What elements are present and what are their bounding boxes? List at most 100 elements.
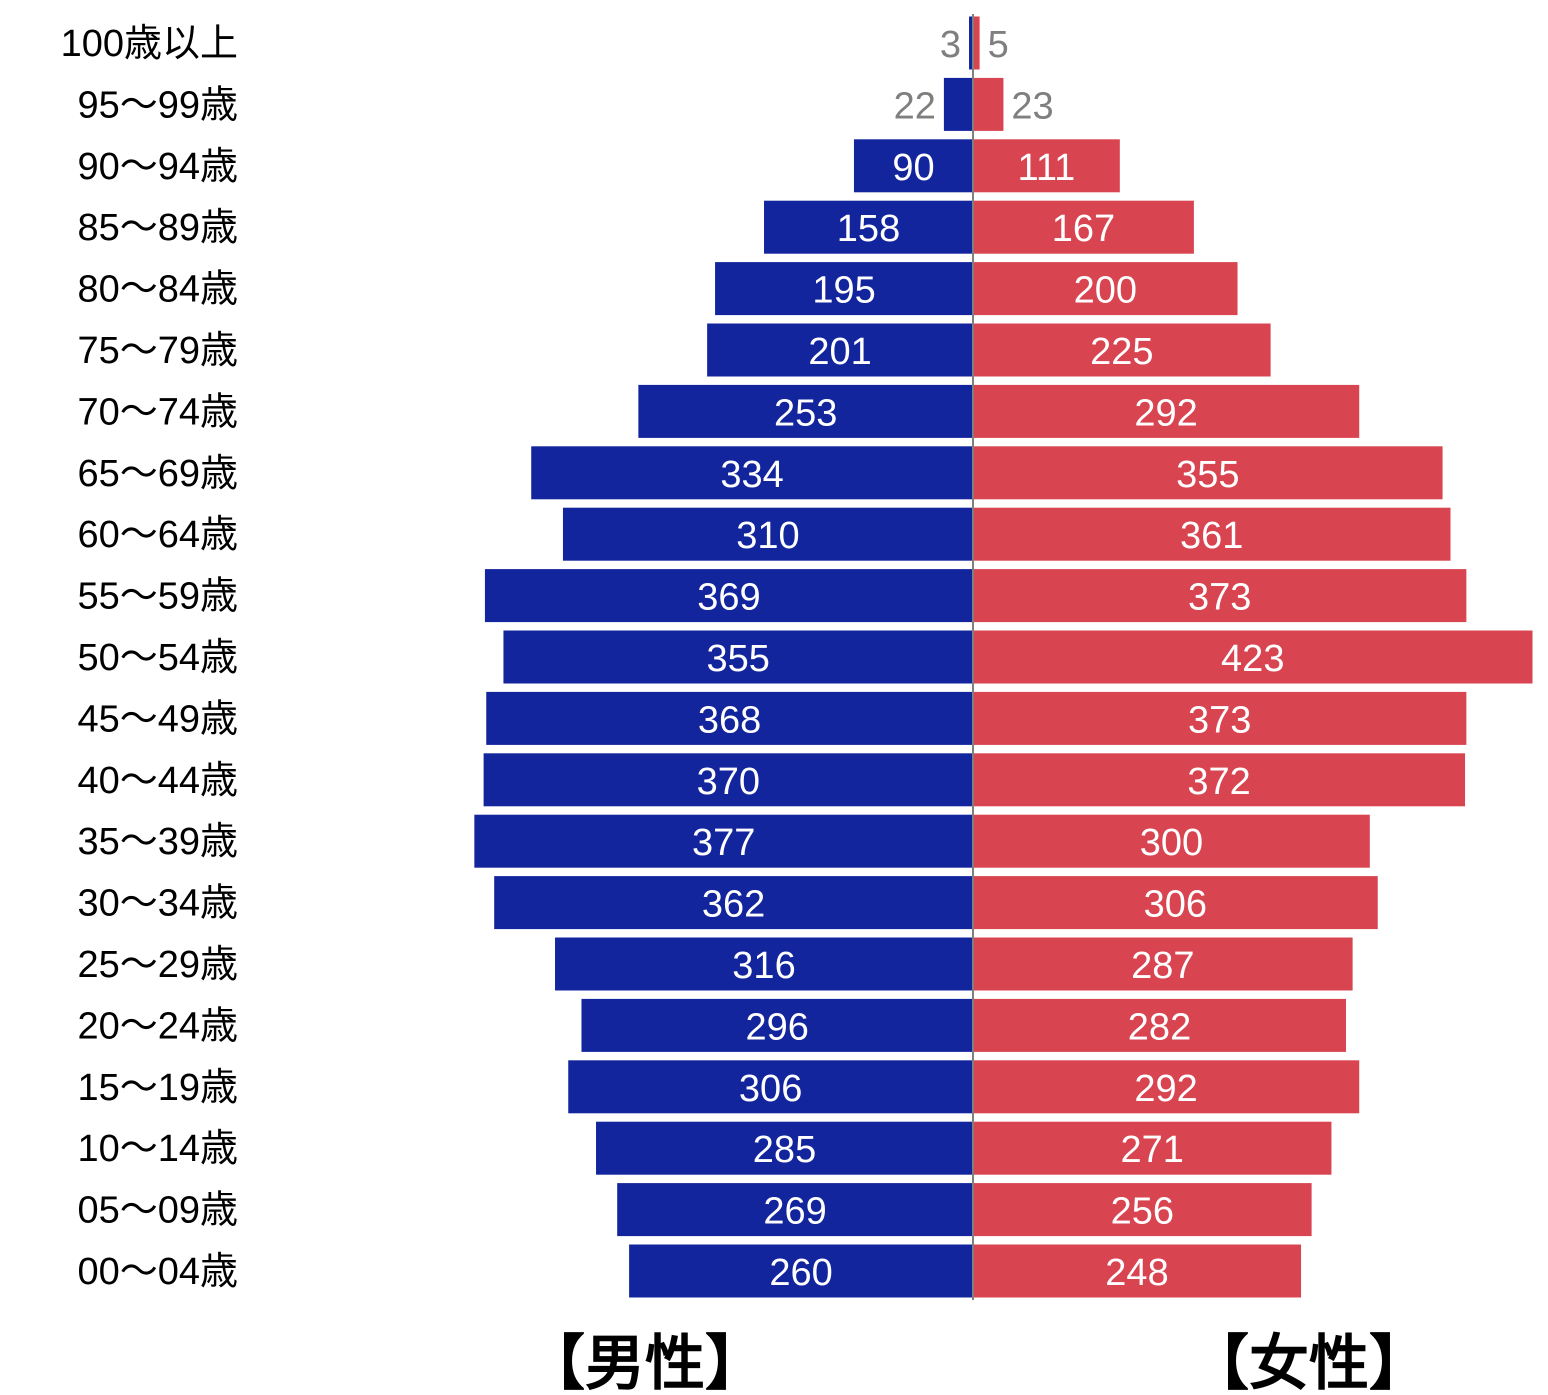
male-value-label: 310: [736, 515, 799, 557]
female-value-label: 373: [1188, 699, 1251, 741]
female-bar: [973, 323, 1271, 377]
female-value-label: 167: [1052, 208, 1115, 250]
female-value-label: 282: [1128, 1006, 1191, 1048]
female-value-label: 423: [1221, 638, 1284, 680]
male-bar: [617, 1183, 973, 1237]
male-bar: [638, 384, 973, 438]
female-value-label: 5: [988, 24, 1009, 66]
female-bar: [973, 1060, 1360, 1114]
male-bar: [503, 630, 973, 684]
female-bar: [973, 77, 1004, 131]
female-bar: [973, 569, 1467, 623]
female-value-label: 300: [1140, 822, 1203, 864]
female-value-label: 111: [1018, 147, 1076, 189]
age-label: 00～04歳: [77, 1251, 238, 1293]
female-bar: [973, 200, 1194, 254]
male-value-label: 377: [692, 822, 755, 864]
male-value-label: 370: [697, 761, 760, 803]
male-value-label: 368: [698, 699, 761, 741]
female-value-label: 306: [1144, 884, 1207, 926]
female-bar: [973, 1121, 1332, 1175]
male-value-label: 296: [746, 1006, 809, 1048]
female-value-label: 372: [1187, 761, 1250, 803]
male-bar: [555, 937, 973, 991]
age-label: 80～84歳: [77, 269, 238, 311]
male-bar: [764, 200, 973, 254]
male-bar: [853, 139, 973, 193]
male-value-label: 369: [697, 577, 760, 619]
male-value-label: 195: [812, 270, 875, 312]
male-value-label: 253: [774, 392, 837, 434]
age-label: 45～49歳: [77, 698, 238, 740]
male-value-label: 158: [837, 208, 900, 250]
male-bar: [581, 998, 973, 1052]
female-value-label: 256: [1111, 1191, 1174, 1233]
male-bar: [531, 446, 973, 500]
age-label: 40～44歳: [77, 760, 238, 802]
female-bar: [973, 876, 1378, 930]
age-label: 15～19歳: [77, 1067, 238, 1109]
female-bar: [973, 998, 1347, 1052]
female-bar: [973, 1244, 1302, 1298]
male-value-label: 306: [739, 1068, 802, 1110]
male-bar: [707, 323, 973, 377]
male-value-label: 285: [753, 1129, 816, 1171]
male-bar: [969, 16, 973, 70]
female-value-label: 292: [1134, 1068, 1197, 1110]
female-bar: [973, 384, 1360, 438]
male-value-label: 269: [763, 1191, 826, 1233]
female-bar: [973, 139, 1120, 193]
female-bar: [973, 262, 1238, 316]
value-labels: 3 5 22 23 90 111 158 167 195 200 201 225 253 292 334 35…: [692, 24, 1284, 1294]
female-bar: [973, 753, 1466, 807]
male-value-label: 355: [707, 638, 770, 680]
male-value-label: 90: [892, 147, 934, 189]
female-bar: [973, 1183, 1312, 1237]
male-bar: [629, 1244, 973, 1298]
age-label: 75～79歳: [77, 330, 238, 372]
age-label: 85～89歳: [77, 207, 238, 249]
age-label: 35～39歳: [77, 821, 238, 863]
male-value-label: 334: [720, 454, 783, 496]
female-value-label: 355: [1176, 454, 1239, 496]
female-bar: [973, 814, 1370, 868]
male-bar: [483, 753, 973, 807]
male-bar: [494, 876, 973, 930]
female-bar: [973, 16, 980, 70]
female-value-label: 373: [1188, 577, 1251, 619]
male-value-label: 316: [732, 945, 795, 987]
female-value-label: 225: [1090, 331, 1153, 373]
age-label: 95～99歳: [77, 84, 238, 126]
female-bar: [973, 446, 1443, 500]
age-label: 100歳以上: [61, 23, 238, 65]
male-bar: [943, 77, 973, 131]
female-value-label: 200: [1074, 270, 1137, 312]
male-bars: [474, 16, 973, 1298]
age-group-labels: 100歳以上 95～99歳 90～94歳 85～89歳 80～84歳 75～79歳 70～7…: [61, 23, 238, 1293]
female-value-label: 361: [1180, 515, 1243, 557]
male-value-label: 3: [940, 24, 961, 66]
age-label: 60～64歳: [77, 514, 238, 556]
age-label: 70～74歳: [77, 391, 238, 433]
male-value-label: 362: [702, 884, 765, 926]
age-label: 10～14歳: [77, 1128, 238, 1170]
age-label: 20～24歳: [77, 1005, 238, 1047]
female-value-label: 287: [1131, 945, 1194, 987]
male-bar: [474, 814, 973, 868]
male-bar: [562, 507, 973, 561]
female-value-label: 292: [1134, 392, 1197, 434]
male-bar: [596, 1121, 973, 1175]
male-bar: [568, 1060, 973, 1114]
female-bars: [973, 16, 1533, 1298]
male-value-label: 22: [894, 85, 936, 127]
age-label: 50～54歳: [77, 637, 238, 679]
male-bar: [484, 569, 973, 623]
female-legend-label: 【女性】: [1189, 1330, 1429, 1395]
female-bar: [973, 630, 1533, 684]
female-bar: [973, 507, 1451, 561]
male-bar: [486, 691, 973, 745]
male-legend-label: 【男性】: [525, 1330, 765, 1395]
age-label: 05～09歳: [77, 1190, 238, 1232]
age-label: 90～94歳: [77, 146, 238, 188]
female-value-label: 23: [1011, 85, 1053, 127]
